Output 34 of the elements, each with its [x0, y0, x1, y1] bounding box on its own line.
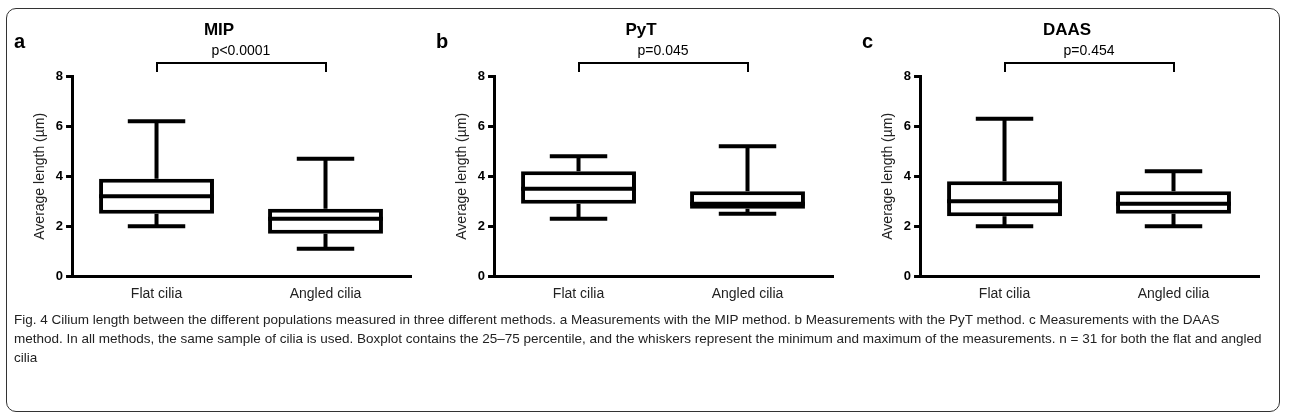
y-tick-label: 2 [55, 217, 64, 233]
text: c [862, 30, 874, 53]
y-tick-label: 4 [903, 167, 912, 183]
y-tick-label: 4 [477, 167, 486, 183]
text: b [436, 30, 449, 53]
text: p<0.0001 [211, 42, 271, 59]
x-tick-label: Flat cilia [130, 285, 183, 302]
y-tick-label: 0 [477, 267, 486, 283]
x-tick-label: Flat cilia [978, 285, 1031, 302]
chart-title: DAAS [1042, 19, 1092, 39]
y-axis-title: Average length (µm) [879, 112, 896, 240]
y-tick-label: 0 [903, 267, 912, 283]
text: p=0.454 [1063, 42, 1115, 59]
y-tick-label: 8 [477, 67, 486, 83]
y-tick-label: 8 [55, 67, 64, 83]
y-axis-title: Average length (µm) [453, 112, 470, 240]
y-tick-label: 6 [903, 117, 912, 133]
y-tick-label: 4 [55, 167, 64, 183]
x-tick-label: Angled cilia [289, 285, 362, 302]
text: a [14, 30, 26, 53]
y-tick-label: 0 [55, 267, 64, 283]
y-tick-label: 6 [55, 117, 64, 133]
x-tick-label: Angled cilia [711, 285, 784, 302]
text: p=0.045 [637, 42, 689, 59]
y-tick-label: 8 [903, 67, 912, 83]
y-axis-title: Average length (µm) [31, 112, 48, 240]
chart-title: PyT [625, 19, 658, 39]
caption: Fig. 4 Cilium length between the different populations measured in three different methods. a Measurements with the MIP method. b Measurements with the PyT method. c Measurements with the DAAS method. In all methods, the same sample of cilia is used. Boxplot contains the 25–75 percentile, and the whiskers represent the minimum and maximum of the measurements. n = 31 for both the flat and angled cilia [14, 311, 1263, 367]
chart-title: MIP [203, 19, 235, 39]
y-tick-label: 6 [477, 117, 486, 133]
y-tick-label: 2 [903, 217, 912, 233]
x-tick-label: Flat cilia [552, 285, 605, 302]
y-tick-label: 2 [477, 217, 486, 233]
x-tick-label: Angled cilia [1137, 285, 1210, 302]
